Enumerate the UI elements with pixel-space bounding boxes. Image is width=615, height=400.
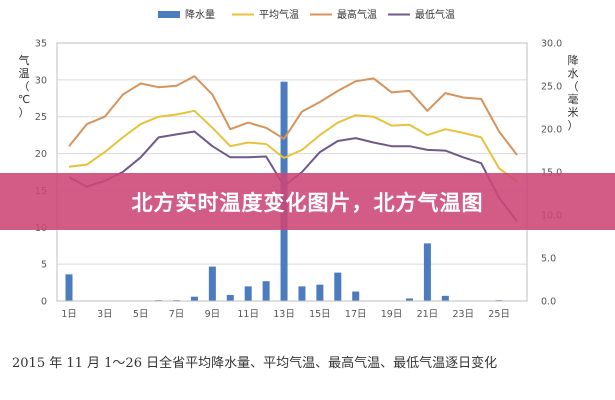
x-tick-label: 15日 <box>309 309 331 320</box>
precip-bar <box>405 298 413 301</box>
precip-bar <box>262 281 270 301</box>
legend: 降水量 平均气温 最高气温 最低气温 <box>158 8 455 21</box>
right-tick-label: 0.0 <box>541 297 556 308</box>
axis-title-char: ） <box>19 106 30 119</box>
series-line <box>68 109 518 183</box>
left-tick-label: 20 <box>35 149 47 160</box>
axis-title-char: （ <box>19 80 30 93</box>
legend-item: 最低气温 <box>388 8 455 21</box>
x-tick-label: 9日 <box>205 309 221 320</box>
right-tick-label: 25.0 <box>541 82 562 93</box>
left-tick-label: 30 <box>35 75 47 86</box>
legend-item: 降水量 <box>158 8 215 21</box>
legend-swatch <box>158 11 180 18</box>
axis-title-char: 水 <box>568 67 579 80</box>
precip-bar <box>316 284 324 301</box>
legend-label: 平均气温 <box>259 8 299 21</box>
right-tick-label: 30.0 <box>541 39 562 50</box>
axis-title-char: （ <box>568 80 579 93</box>
axis-title-char: 降 <box>568 53 579 67</box>
left-tick-label: 0 <box>41 297 47 308</box>
precip-bar <box>441 295 449 301</box>
x-tick-label: 23日 <box>452 309 474 320</box>
left-axis-title: 气温（℃） <box>18 53 30 119</box>
legend-item: 最高气温 <box>310 8 377 21</box>
right-axis-title: 降水（毫米） <box>568 53 579 132</box>
axis-title-char: 米 <box>568 106 579 119</box>
x-tick-label: 11日 <box>237 309 259 320</box>
grid-lines <box>57 42 527 302</box>
title-banner: 北方实时温度变化图片，北方气温图 <box>0 173 615 230</box>
right-tick-label: 20.0 <box>541 125 562 136</box>
precip-bar <box>334 272 342 301</box>
precip-bar <box>208 266 216 301</box>
left-tick-label: 35 <box>35 39 47 50</box>
x-tick-label: 7日 <box>169 309 185 320</box>
x-tick-label: 21日 <box>417 309 439 320</box>
axis-title-char: 气 <box>19 53 30 67</box>
figure-caption: 2015 年 11 月 1～26 日全省平均降水量、平均气温、最高气温、最低气温… <box>12 356 498 371</box>
x-tick-label: 19日 <box>381 309 403 320</box>
legend-label: 最高气温 <box>337 8 377 21</box>
x-tick-label: 5日 <box>133 309 149 320</box>
precip-bar <box>190 296 198 301</box>
x-tick-label: 13日 <box>273 309 295 320</box>
plot-border <box>56 42 528 302</box>
left-tick-label: 5 <box>41 260 47 271</box>
series-line <box>68 75 518 156</box>
legend-item: 平均气温 <box>232 8 299 21</box>
precip-bar <box>65 274 73 301</box>
legend-label: 最低气温 <box>415 8 455 21</box>
banner-title: 北方实时温度变化图片，北方气温图 <box>131 190 484 215</box>
right-tick-label: 5.0 <box>541 254 556 265</box>
precip-bar <box>423 243 431 301</box>
left-tick-label: 25 <box>35 112 47 123</box>
legend-label: 降水量 <box>185 8 215 21</box>
precip-bar <box>244 286 252 301</box>
axis-title-char: 温 <box>19 67 30 80</box>
x-tick-label: 1日 <box>61 309 77 320</box>
axis-title-char: ℃ <box>18 93 30 106</box>
precip-bar <box>298 286 306 301</box>
precip-bar <box>226 294 234 301</box>
x-tick-label: 25日 <box>488 309 510 320</box>
axis-title-char: 毫 <box>568 92 579 106</box>
x-tick-label: 17日 <box>345 309 367 320</box>
axis-title-char: ） <box>568 119 579 132</box>
precip-bar <box>352 291 360 301</box>
x-tick-label: 3日 <box>97 309 113 320</box>
